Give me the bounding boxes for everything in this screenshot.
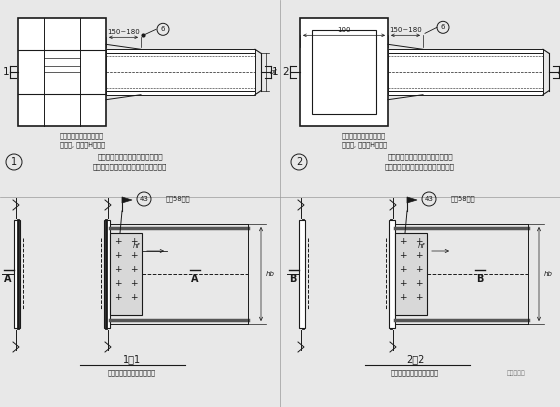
Text: 1: 1 — [3, 67, 10, 77]
Text: 楔形板, 宜用于H型钢梁: 楔形板, 宜用于H型钢梁 — [59, 142, 105, 148]
Text: +: + — [399, 236, 407, 245]
Text: 43: 43 — [424, 196, 433, 202]
Text: +: + — [130, 293, 138, 302]
Bar — [388, 53, 543, 91]
Bar — [388, 91, 543, 95]
Text: +: + — [399, 293, 407, 302]
Text: +: + — [416, 278, 423, 287]
Bar — [389, 220, 395, 328]
Text: 楔形板, 宜用于H型钢梁: 楔形板, 宜用于H型钢梁 — [342, 142, 386, 148]
Bar — [395, 233, 427, 315]
Polygon shape — [122, 197, 132, 203]
Text: 用楔形板加强框架梁与设有贯通式: 用楔形板加强框架梁与设有贯通式 — [97, 154, 163, 160]
Text: +: + — [114, 250, 122, 260]
Bar — [14, 220, 20, 328]
Text: 1: 1 — [272, 67, 278, 77]
Text: 钢结构设计: 钢结构设计 — [506, 370, 525, 376]
Text: 150~180: 150~180 — [389, 27, 422, 33]
Text: 2: 2 — [283, 67, 290, 77]
Text: 水平加劲肋的工字形截面柱的刚性连接: 水平加劲肋的工字形截面柱的刚性连接 — [93, 164, 167, 170]
Text: 2: 2 — [296, 157, 302, 167]
Text: +: + — [416, 250, 423, 260]
Text: +: + — [114, 278, 122, 287]
Text: 1－1: 1－1 — [123, 354, 141, 364]
Text: bf: bf — [558, 69, 560, 75]
Text: 100: 100 — [337, 27, 351, 33]
Text: hb: hb — [265, 271, 274, 277]
Text: +: + — [114, 265, 122, 274]
Text: +: + — [399, 278, 407, 287]
Text: 用楔形板加强框架梁与设有贯通式: 用楔形板加强框架梁与设有贯通式 — [387, 154, 453, 160]
Text: 接束58适用: 接束58适用 — [451, 196, 475, 202]
Text: +: + — [399, 250, 407, 260]
Bar — [106, 49, 255, 53]
Text: +: + — [416, 265, 423, 274]
Text: （腹板用高强度螺栓连接）: （腹板用高强度螺栓连接） — [108, 370, 156, 376]
Text: hf: hf — [418, 243, 425, 249]
Text: +: + — [130, 236, 138, 245]
Text: 2－2: 2－2 — [406, 354, 424, 364]
Text: +: + — [130, 278, 138, 287]
Bar — [106, 53, 255, 91]
Bar — [106, 91, 255, 95]
Bar — [110, 233, 142, 315]
Text: 43: 43 — [139, 196, 148, 202]
Text: 6: 6 — [441, 24, 445, 30]
Text: +: + — [114, 236, 122, 245]
Text: 接束58适用: 接束58适用 — [166, 196, 190, 202]
Bar — [312, 30, 376, 114]
Text: B: B — [477, 274, 484, 284]
Text: 水平加劲肋的箱形截面柱的刚性连接: 水平加劲肋的箱形截面柱的刚性连接 — [385, 164, 455, 170]
Text: 在梁端上下翼缘板上加焊: 在梁端上下翼缘板上加焊 — [342, 133, 386, 139]
Bar — [18, 18, 106, 126]
Text: （腹板用高强度螺栓连接）: （腹板用高强度螺栓连接） — [391, 370, 439, 376]
Bar — [300, 18, 388, 126]
Text: +: + — [130, 250, 138, 260]
Text: 1: 1 — [11, 157, 17, 167]
Text: +: + — [416, 236, 423, 245]
Text: B: B — [290, 274, 297, 284]
Bar — [104, 220, 110, 328]
Text: A: A — [4, 274, 12, 284]
Text: +: + — [399, 265, 407, 274]
Text: A: A — [192, 274, 199, 284]
Polygon shape — [407, 197, 417, 203]
Text: +: + — [130, 265, 138, 274]
Text: 在梁端上下翼缘板上加焊: 在梁端上下翼缘板上加焊 — [60, 133, 104, 139]
Text: +: + — [416, 293, 423, 302]
Bar — [388, 49, 543, 53]
Text: bf: bf — [269, 69, 277, 75]
Text: hf: hf — [133, 243, 140, 249]
Text: 150~180: 150~180 — [107, 29, 140, 35]
Text: +: + — [114, 293, 122, 302]
Text: 6: 6 — [161, 26, 165, 32]
Text: hb: hb — [544, 271, 553, 277]
Bar — [299, 220, 305, 328]
